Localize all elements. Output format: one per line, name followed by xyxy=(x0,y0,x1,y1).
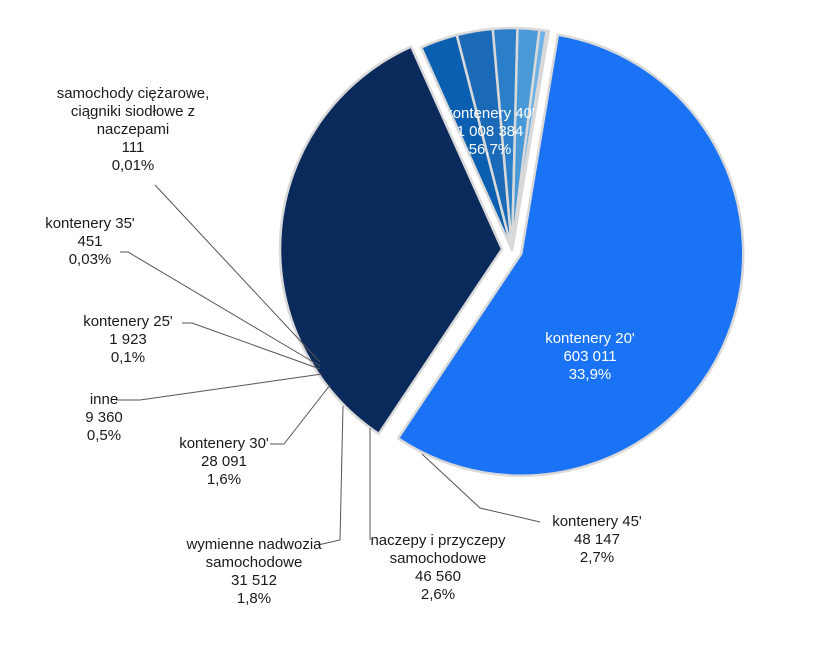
slice-value: 9 360 xyxy=(85,409,123,426)
pie-slices xyxy=(278,26,745,477)
slice-label-kontenery-20: kontenery 20' 603 011 33,9% xyxy=(545,330,635,383)
leader-line-kontenery-25 xyxy=(182,322,321,370)
slice-name: kontenery 30' xyxy=(179,435,269,452)
slice-percent: 1,6% xyxy=(207,471,241,488)
slice-name: samochodowe xyxy=(206,554,303,571)
slice-percent: 0,03% xyxy=(69,251,112,268)
slice-percent: 1,8% xyxy=(237,590,271,607)
leader-line-samochody-ci-arowe-ci-gniki-siod-owe-z-naczepami xyxy=(154,184,321,363)
slice-label-inne: inne 9 360 0,5% xyxy=(85,391,123,444)
slice-labels: kontenery 40' 1 008 384 56,7% kontenery 20'… xyxy=(45,85,642,607)
slice-percent: 2,6% xyxy=(421,586,455,603)
pie-slice-samochody-ci-arowe-ci-gniki-siod-owe-z-naczepami xyxy=(510,29,550,252)
slice-value: 603 011 xyxy=(563,348,616,365)
leader-line-wymienne-nadwozia-samochodowe xyxy=(317,405,344,546)
slice-name: samochody ciężarowe, xyxy=(57,85,210,102)
slice-label-kontenery-40: kontenery 40' 1 008 384 56,7% xyxy=(445,105,535,158)
slice-value: 111 xyxy=(122,139,145,156)
pie-slice-kontenery-20 xyxy=(278,45,504,436)
slice-name: wymienne nadwozia xyxy=(185,536,322,553)
leader-line-kontenery-45 xyxy=(421,453,541,523)
slice-value: 1 008 384 xyxy=(457,123,524,140)
leader-line-kontenery-30 xyxy=(270,384,331,445)
slice-percent: 2,7% xyxy=(580,549,614,566)
leader-line-kontenery-35 xyxy=(120,251,321,367)
slice-value: 1 923 xyxy=(109,331,147,348)
slice-name: inne xyxy=(90,391,118,408)
slice-value: 31 512 xyxy=(231,572,277,589)
slice-percent: 33,9% xyxy=(569,366,612,383)
slice-value: 46 560 xyxy=(415,568,461,585)
slice-label-wymienne-nadwozia-samochodowe: wymienne nadwozia samochodowe 31 512 1,8% xyxy=(185,536,322,607)
slice-label-kontenery-25: kontenery 25' 1 923 0,1% xyxy=(83,313,173,366)
slice-name: naczepy i przyczepy xyxy=(370,532,506,549)
slice-percent: 0,1% xyxy=(111,349,145,366)
slice-name: kontenery 45' xyxy=(552,513,642,530)
slice-percent: 0,01% xyxy=(112,157,155,174)
slice-name: naczepami xyxy=(97,121,170,138)
slice-label-kontenery-45: kontenery 45' 48 147 2,7% xyxy=(552,513,642,566)
slice-label-kontenery-35: kontenery 35' 451 0,03% xyxy=(45,215,135,268)
leader-lines xyxy=(116,184,541,546)
slice-name: samochodowe xyxy=(390,550,487,567)
slice-value: 28 091 xyxy=(201,453,247,470)
slice-name: kontenery 35' xyxy=(45,215,135,232)
slice-name: kontenery 25' xyxy=(83,313,173,330)
slice-name: kontenery 40' xyxy=(445,105,535,122)
slice-value: 451 xyxy=(77,233,102,250)
slice-label-naczepy-i-przyczepy-samochodowe: naczepy i przyczepy samochodowe 46 560 2,6% xyxy=(370,532,506,603)
slice-name: kontenery 20' xyxy=(545,330,635,347)
slice-label-kontenery-30: kontenery 30' 28 091 1,6% xyxy=(179,435,269,488)
leader-line-inne xyxy=(116,373,323,401)
pie-slice-kontenery-40 xyxy=(396,33,745,477)
slice-value: 48 147 xyxy=(574,531,620,548)
slice-percent: 56,7% xyxy=(469,141,512,158)
slice-percent: 0,5% xyxy=(87,427,121,444)
slice-name: ciągniki siodłowe z xyxy=(71,103,195,120)
